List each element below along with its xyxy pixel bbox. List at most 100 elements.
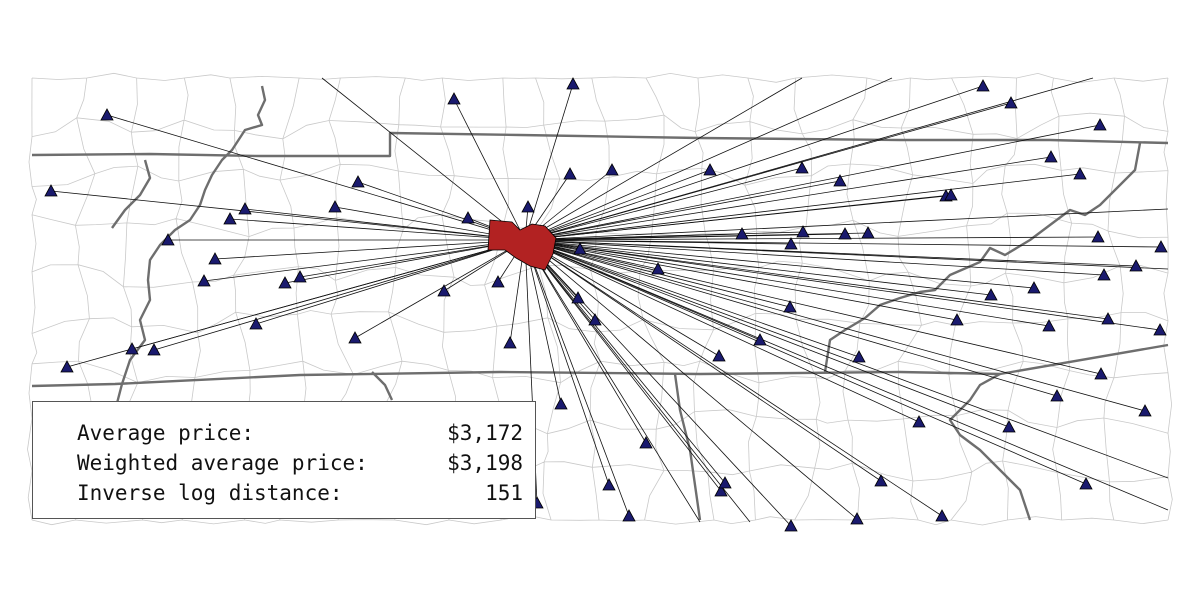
connection-line [354, 239, 526, 339]
triangle-marker-icon [833, 174, 847, 187]
connection-line [524, 239, 992, 296]
connection-line [524, 239, 1087, 485]
connection-line [203, 239, 526, 282]
connection-line [244, 208, 526, 241]
triangle-marker-icon [328, 200, 342, 213]
origin-county-icon [487, 219, 557, 271]
triangle-marker-icon [1153, 323, 1167, 336]
triangle-marker-icon [1079, 477, 1093, 490]
triangle-marker-icon [293, 270, 307, 283]
state-border-line [823, 142, 1142, 373]
triangle-marker-icon [437, 284, 451, 297]
connection-line [453, 98, 526, 241]
connection-line [524, 173, 1081, 241]
triangle-marker-icon [935, 509, 949, 522]
triangle-marker-icon [1042, 319, 1056, 332]
connection-line [524, 239, 562, 405]
connection-line [524, 239, 630, 517]
connection-line [524, 239, 751, 523]
triangle-marker-icon [1154, 240, 1168, 253]
connection-line [50, 190, 526, 241]
inverse-log-distance-label: Inverse log distance: [77, 481, 343, 505]
state-border-line [371, 371, 394, 401]
connection-line [524, 77, 893, 241]
connection-line [153, 239, 526, 351]
connection-lines [50, 77, 1169, 527]
connection-line [524, 239, 1161, 331]
connection-line [524, 239, 792, 527]
triangle-marker-icon [874, 474, 888, 487]
connection-line [524, 236, 1099, 241]
triangle-marker-icon [223, 212, 237, 225]
connection-line [299, 239, 526, 278]
triangle-marker-icon [588, 313, 602, 326]
triangle-marker-icon [712, 349, 726, 362]
inverse-log-distance-row: Inverse log distance: 151 [77, 478, 523, 508]
triangle-marker-icon [1094, 367, 1108, 380]
weighted-average-price-label: Weighted average price: [77, 451, 368, 475]
weighted-average-price-value: $3,198 [447, 451, 523, 475]
triangle-marker-icon [554, 397, 568, 410]
triangle-marker-icon [566, 77, 580, 90]
triangle-marker-icon [703, 163, 717, 176]
state-border-line [673, 373, 702, 521]
triangle-marker-icon [563, 167, 577, 180]
average-price-label: Average price: [77, 421, 255, 445]
triangle-marker-icon [1027, 281, 1041, 294]
triangle-marker-icon [461, 211, 475, 224]
triangle-marker-icon [718, 476, 732, 489]
connection-line [524, 239, 1169, 479]
connection-line [524, 239, 958, 321]
connection-line [284, 239, 526, 284]
connection-line [524, 169, 711, 241]
triangle-marker-icon [521, 200, 535, 213]
triangle-marker-icon [850, 512, 864, 525]
triangle-marker-icon [783, 300, 797, 313]
triangle-marker-icon [1044, 150, 1058, 163]
connection-line [524, 124, 1101, 241]
connection-line [214, 239, 526, 260]
stats-box: Average price: $3,172 Weighted average p… [32, 401, 536, 519]
triangle-marker-icon [984, 288, 998, 301]
state-borders [31, 85, 1169, 521]
triangle-marker-icon [278, 276, 292, 289]
state-border-line [108, 85, 267, 431]
triangle-marker-icon [1093, 118, 1107, 131]
triangle-marker-icon [1091, 230, 1105, 243]
connection-line [524, 239, 1109, 320]
connection-line [524, 167, 803, 241]
connection-line [524, 239, 610, 486]
triangle-marker-icon [208, 252, 222, 265]
state-border-line [31, 131, 1169, 158]
triangle-marker-icon [838, 227, 852, 240]
connection-line [524, 239, 726, 484]
triangle-marker-icon [147, 343, 161, 356]
triangle-marker-icon [944, 188, 958, 201]
triangle-marker-icon [796, 225, 810, 238]
connection-line [106, 114, 526, 241]
state-border-line [948, 372, 1032, 521]
origin-county [487, 219, 557, 271]
triangle-marker-icon [161, 233, 175, 246]
triangle-marker-icon [1073, 167, 1087, 180]
average-price-value: $3,172 [447, 421, 523, 445]
triangle-marker-icon [44, 184, 58, 197]
weighted-average-price-row: Weighted average price: $3,198 [77, 448, 523, 478]
connection-line [524, 239, 1146, 412]
triangle-marker-icon [950, 313, 964, 326]
triangle-marker-icon [602, 478, 616, 491]
connection-line [524, 239, 1169, 511]
connection-line [524, 239, 1102, 375]
connection-line [524, 239, 1035, 289]
connection-line [524, 208, 1169, 241]
connection-line [524, 239, 1050, 327]
state-border-line [111, 159, 152, 229]
connection-line [524, 239, 943, 517]
connection-line [524, 239, 701, 523]
connection-line [524, 239, 1058, 397]
triangle-marker-icon [503, 336, 517, 349]
connection-line [255, 239, 526, 325]
connection-line [524, 194, 952, 241]
triangle-marker-icon [491, 275, 505, 288]
connection-line [524, 85, 984, 241]
